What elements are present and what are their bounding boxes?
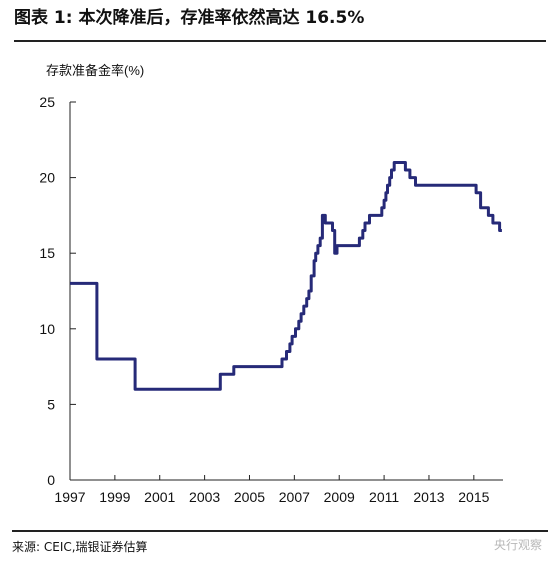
y-tick-label: 5 xyxy=(47,396,55,412)
chart-series xyxy=(70,161,502,391)
x-tick-label: 2011 xyxy=(369,489,399,505)
footer-divider xyxy=(12,530,548,532)
source-note: 来源: CEIC,瑞银证券估算 xyxy=(12,540,148,554)
x-tick-label: 2001 xyxy=(144,489,175,505)
x-tick-label: 2005 xyxy=(234,489,265,505)
reserve-ratio-series-line xyxy=(70,161,502,391)
x-tick-label: 1999 xyxy=(99,489,130,505)
chart-axes: 0 5 10 15 20 25 1997 1999 2001 2003 2005 2007 2009 20… xyxy=(39,94,503,505)
x-tick-label: 1997 xyxy=(54,489,85,505)
x-tick-label: 2013 xyxy=(413,489,444,505)
y-tick-label: 15 xyxy=(39,245,55,261)
y-tick-label: 10 xyxy=(39,321,55,337)
y-tick-label: 20 xyxy=(39,170,55,186)
watermark-text: 央行观察 xyxy=(493,538,542,552)
x-tick-label: 2007 xyxy=(279,489,310,505)
y-tick-label: 25 xyxy=(39,94,55,110)
y-tick-label: 0 xyxy=(47,472,55,488)
title-divider xyxy=(14,40,546,42)
chart-footer: 来源: CEIC,瑞银证券估算 xyxy=(12,530,548,555)
x-tick-label: 2015 xyxy=(458,489,489,505)
y-axis-label: 存款准备金率(%) xyxy=(46,63,144,78)
chart-title: 图表 1: 本次降准后，存准率依然高达 16.5% xyxy=(14,8,365,28)
chart-header: 图表 1: 本次降准后，存准率依然高达 16.5% xyxy=(14,4,546,42)
x-tick-label: 2009 xyxy=(324,489,355,505)
x-tick-label: 2003 xyxy=(189,489,220,505)
